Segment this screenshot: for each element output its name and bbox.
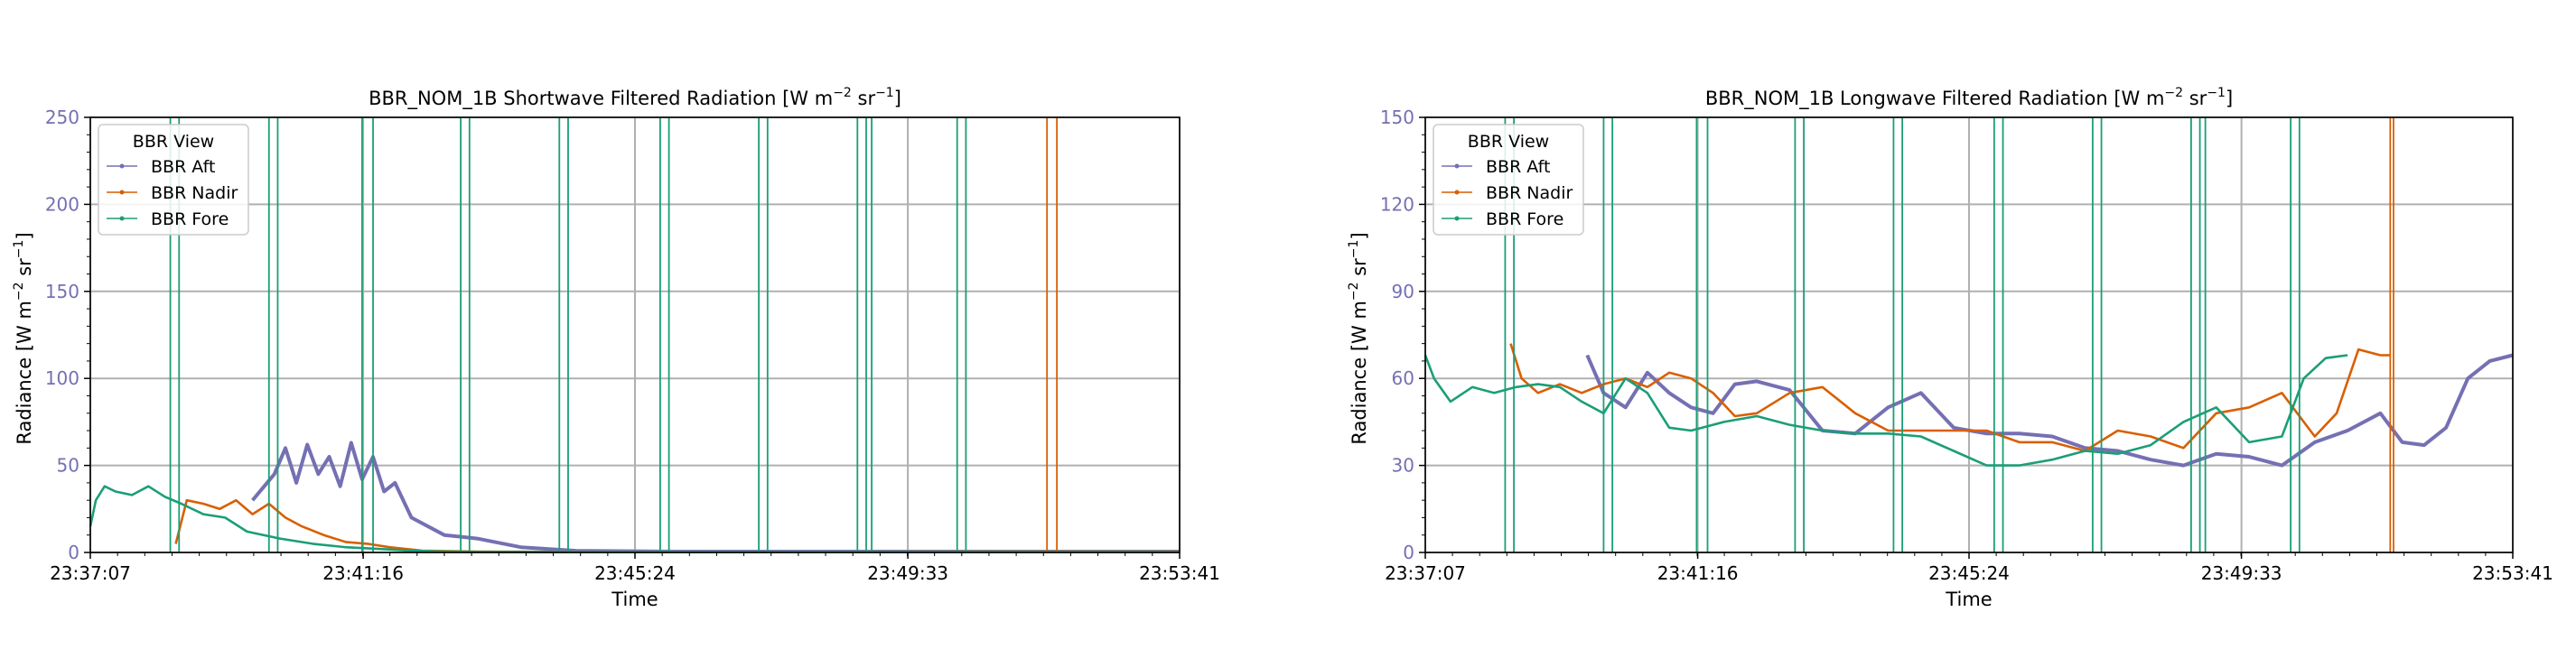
series-line-nadir [1509, 343, 2391, 452]
x-axis-ticks: 23:37:07 23:41:16 23:45:24 23:49:33 23:53:41 [1385, 552, 2553, 584]
legend-marker-fore [119, 216, 125, 221]
y-tick-label: 0 [68, 542, 79, 563]
chart-title: BBR_NOM_1B Longwave Filtered Radiation [… [1705, 86, 2233, 110]
legend-marker-fore [1454, 216, 1460, 221]
series-line-aft [1585, 353, 2514, 468]
x-tick-label: 23:45:24 [594, 562, 676, 584]
legend-marker-aft [1454, 163, 1460, 169]
shortwave-chart: BBR_NOM_1B Shortwave Filtered Radiation … [12, 86, 1220, 610]
legend-label-fore: BBR Fore [151, 209, 229, 229]
legend-marker-nadir [119, 190, 125, 195]
x-tick-label: 23:37:07 [50, 562, 131, 584]
y-tick-label: 200 [45, 193, 79, 215]
legend-box [1433, 124, 1584, 236]
legend-title: BBR View [133, 132, 214, 152]
y-axis-ticks: 0 50 100 150 200 250 [45, 107, 90, 563]
legend-box [98, 124, 249, 236]
x-tick-label: 23:53:41 [1139, 562, 1220, 584]
y-tick-label: 150 [1380, 107, 1414, 128]
y-tick-label: 0 [1403, 542, 1414, 563]
x-tick-label: 23:37:07 [1385, 562, 1466, 584]
y-tick-label: 150 [45, 281, 79, 302]
y-tick-label: 90 [1392, 281, 1414, 302]
y-tick-label: 50 [57, 455, 79, 477]
longwave-chart: BBR_NOM_1B Longwave Filtered Radiation [… [1347, 86, 2553, 610]
grid [1424, 116, 2514, 553]
x-axis-label: Time [611, 589, 658, 610]
y-axis-label: Radiance [W m−2 sr−1] [1347, 232, 1370, 444]
legend-label-fore: BBR Fore [1486, 209, 1563, 229]
chart-title: BBR_NOM_1B Shortwave Filtered Radiation … [369, 86, 901, 110]
grid [89, 116, 1181, 553]
x-axis-label: Time [1945, 589, 1992, 610]
x-tick-label: 23:45:24 [1928, 562, 2010, 584]
y-tick-label: 120 [1380, 193, 1414, 215]
legend-marker-aft [119, 163, 125, 169]
legend: BBR View BBR Aft BBR Nadir BBR Fore [98, 124, 249, 236]
x-tick-label: 23:53:41 [2472, 562, 2553, 584]
x-tick-label: 23:49:33 [867, 562, 948, 584]
y-axis-label: Radiance [W m−2 sr−1] [12, 232, 35, 444]
series-lines [1423, 117, 2514, 552]
legend-label-aft: BBR Aft [1486, 157, 1550, 177]
legend-marker-nadir [1454, 190, 1460, 195]
x-tick-label: 23:41:16 [1657, 562, 1739, 584]
legend-label-aft: BBR Aft [151, 157, 215, 177]
y-tick-label: 250 [45, 107, 79, 128]
legend: BBR View BBR Aft BBR Nadir BBR Fore [1433, 124, 1584, 236]
series-line-fore [1423, 354, 2348, 467]
legend-label-nadir: BBR Nadir [151, 183, 238, 203]
series-line-aft [251, 441, 1180, 553]
x-axis-ticks: 23:37:07 23:41:16 23:45:24 23:49:33 23:53:41 [50, 552, 1220, 584]
legend-title: BBR View [1468, 132, 1549, 152]
legend-label-nadir: BBR Nadir [1486, 183, 1573, 203]
x-tick-label: 23:49:33 [2201, 562, 2282, 584]
y-axis-ticks: 0 30 60 90 120 150 [1380, 107, 1425, 563]
y-tick-label: 100 [45, 367, 79, 389]
y-tick-label: 30 [1392, 455, 1414, 477]
x-tick-label: 23:41:16 [322, 562, 404, 584]
y-tick-label: 60 [1392, 367, 1414, 389]
